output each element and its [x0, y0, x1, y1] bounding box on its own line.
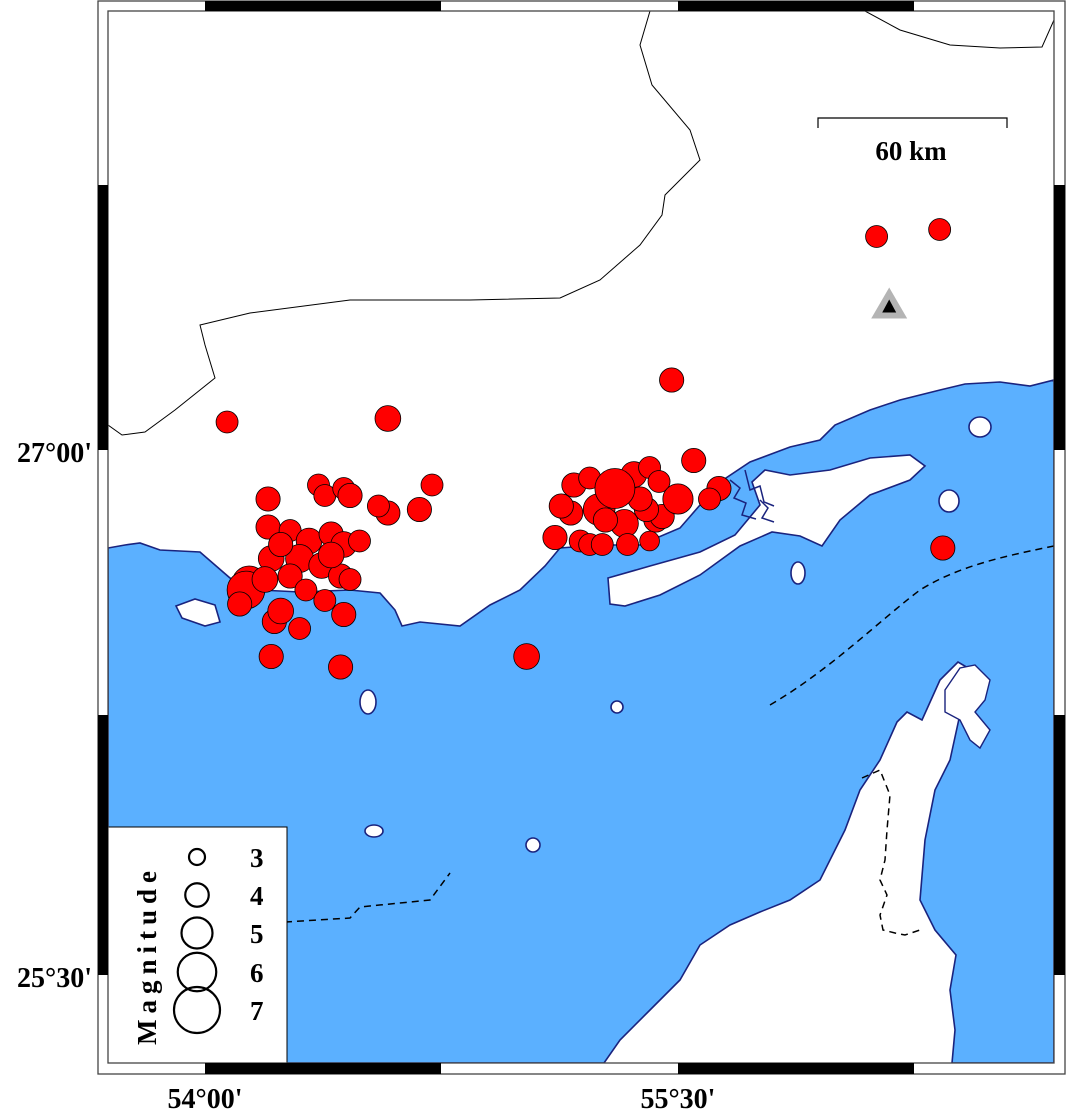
earthquake-event	[251, 566, 279, 593]
earthquake-event	[594, 468, 636, 509]
legend-circle	[172, 985, 222, 1035]
map-body: 60 km Magnitude 3 4 5 6 7	[108, 11, 1054, 1063]
earthquake-event	[590, 533, 614, 556]
legend-circle	[176, 951, 218, 993]
earthquake-event	[616, 533, 639, 556]
lat-tick-label: 27°00'	[17, 438, 92, 469]
earthquake-event	[317, 541, 345, 569]
earthquake-event	[639, 530, 660, 552]
earthquake-event	[928, 218, 952, 241]
earthquake-event	[227, 591, 253, 617]
map-frame	[97, 0, 1066, 1075]
earthquake-event	[662, 483, 694, 515]
legend-title: Magnitude	[132, 865, 162, 1045]
earthquake-event	[647, 470, 671, 493]
earthquake-event	[288, 617, 311, 640]
earthquake-event	[337, 482, 363, 509]
maritime-boundary	[284, 872, 451, 923]
legend-box	[108, 826, 288, 1063]
island	[610, 700, 624, 714]
legend-circle	[180, 916, 214, 950]
mangrove-channels	[729, 469, 775, 523]
station-marker	[871, 287, 908, 319]
earthquake-event	[406, 496, 432, 523]
legend-label: 3	[250, 843, 264, 873]
scale-bar-label: 60 km	[875, 136, 947, 166]
legend-label: 5	[250, 919, 264, 949]
scale-bar-line	[817, 117, 1008, 128]
earthquake-event	[215, 410, 239, 434]
earthquake-event	[367, 494, 390, 518]
earthquake-event	[930, 535, 956, 561]
axis-labels: 27°00' 25°30' 54°00' 55°30'	[17, 438, 715, 1112]
earthquake-event	[592, 507, 618, 533]
earthquake-event	[513, 643, 540, 670]
station-triangle-inner-icon	[882, 299, 897, 313]
island-hormoz	[938, 489, 960, 513]
country-border	[861, 768, 921, 936]
earthquake-event	[255, 486, 281, 512]
island-cluster	[944, 664, 991, 750]
island	[359, 689, 377, 715]
scale-bar: 60 km	[817, 117, 1008, 166]
earthquake-event	[258, 643, 284, 670]
earthquake-event	[294, 578, 318, 602]
island	[364, 824, 384, 838]
earthquake-event	[268, 531, 294, 558]
earthquake-event	[659, 367, 685, 393]
province-boundary	[864, 11, 1054, 49]
island-kish	[174, 598, 221, 627]
province-boundary	[108, 11, 701, 436]
legend-label: 6	[250, 958, 264, 988]
legend-label: 7	[250, 996, 264, 1026]
earthquake-event	[698, 487, 721, 511]
earthquake-event	[277, 563, 303, 589]
island	[525, 837, 541, 853]
lon-tick-label: 54°00'	[168, 1084, 243, 1112]
earthquake-event	[328, 654, 354, 680]
sea-persian-gulf	[108, 379, 1054, 1063]
earthquake-event	[374, 405, 402, 432]
legend-label: 4	[250, 881, 264, 911]
earthquake-event	[681, 447, 707, 474]
earthquake-event	[420, 473, 444, 497]
island	[968, 416, 992, 438]
lon-tick-label: 55°30'	[640, 1084, 715, 1112]
island-qeshm	[607, 454, 927, 607]
earthquake-event	[542, 524, 568, 551]
legend-circle	[187, 847, 207, 867]
earthquake-event	[865, 225, 888, 248]
earthquake-event	[338, 568, 362, 591]
lat-tick-label: 25°30'	[17, 963, 92, 994]
earthquake-events	[215, 218, 956, 680]
legend-circle	[184, 882, 210, 908]
earthquake-event	[267, 597, 294, 625]
earthquake-event	[331, 601, 357, 628]
magnitude-legend: Magnitude 3 4 5 6 7	[108, 826, 288, 1063]
earthquake-event	[313, 589, 337, 612]
island-larak	[790, 561, 806, 585]
earthquake-event	[348, 529, 371, 553]
earthquake-event	[548, 493, 574, 519]
